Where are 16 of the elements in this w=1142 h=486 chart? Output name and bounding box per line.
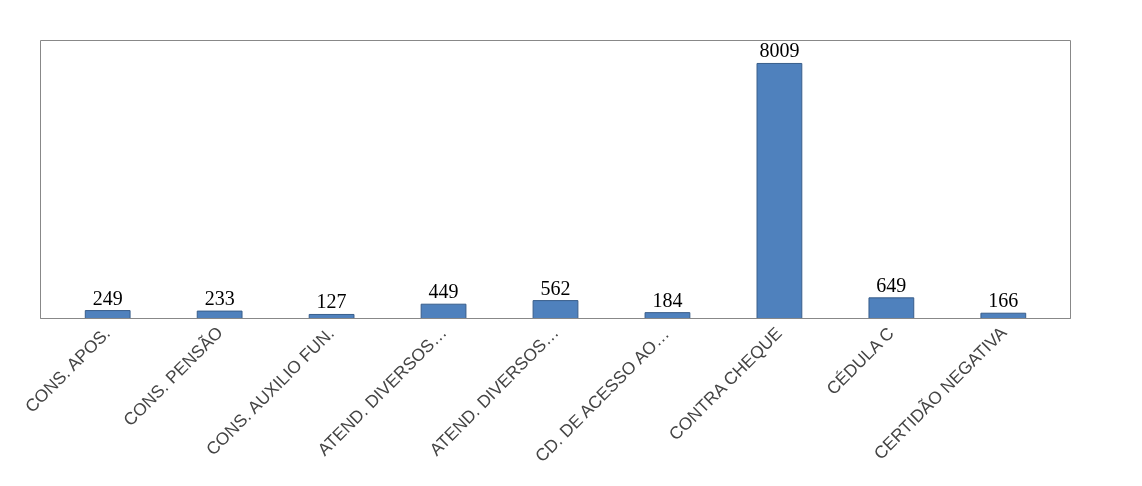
bar: [868, 297, 915, 319]
data-label: 8009: [759, 39, 800, 62]
data-label: 649: [876, 273, 907, 296]
data-label: 249: [92, 286, 123, 309]
data-label: 233: [204, 287, 235, 310]
data-label: 562: [540, 276, 571, 299]
bar: [420, 303, 467, 319]
bar: [756, 62, 803, 319]
bar: [84, 310, 131, 319]
bar: [532, 300, 579, 319]
data-label: 184: [652, 288, 683, 311]
bar: [196, 310, 243, 319]
data-label: 449: [428, 280, 459, 303]
bar: [644, 312, 691, 319]
data-label: 166: [988, 289, 1019, 312]
data-label: 127: [316, 290, 347, 313]
